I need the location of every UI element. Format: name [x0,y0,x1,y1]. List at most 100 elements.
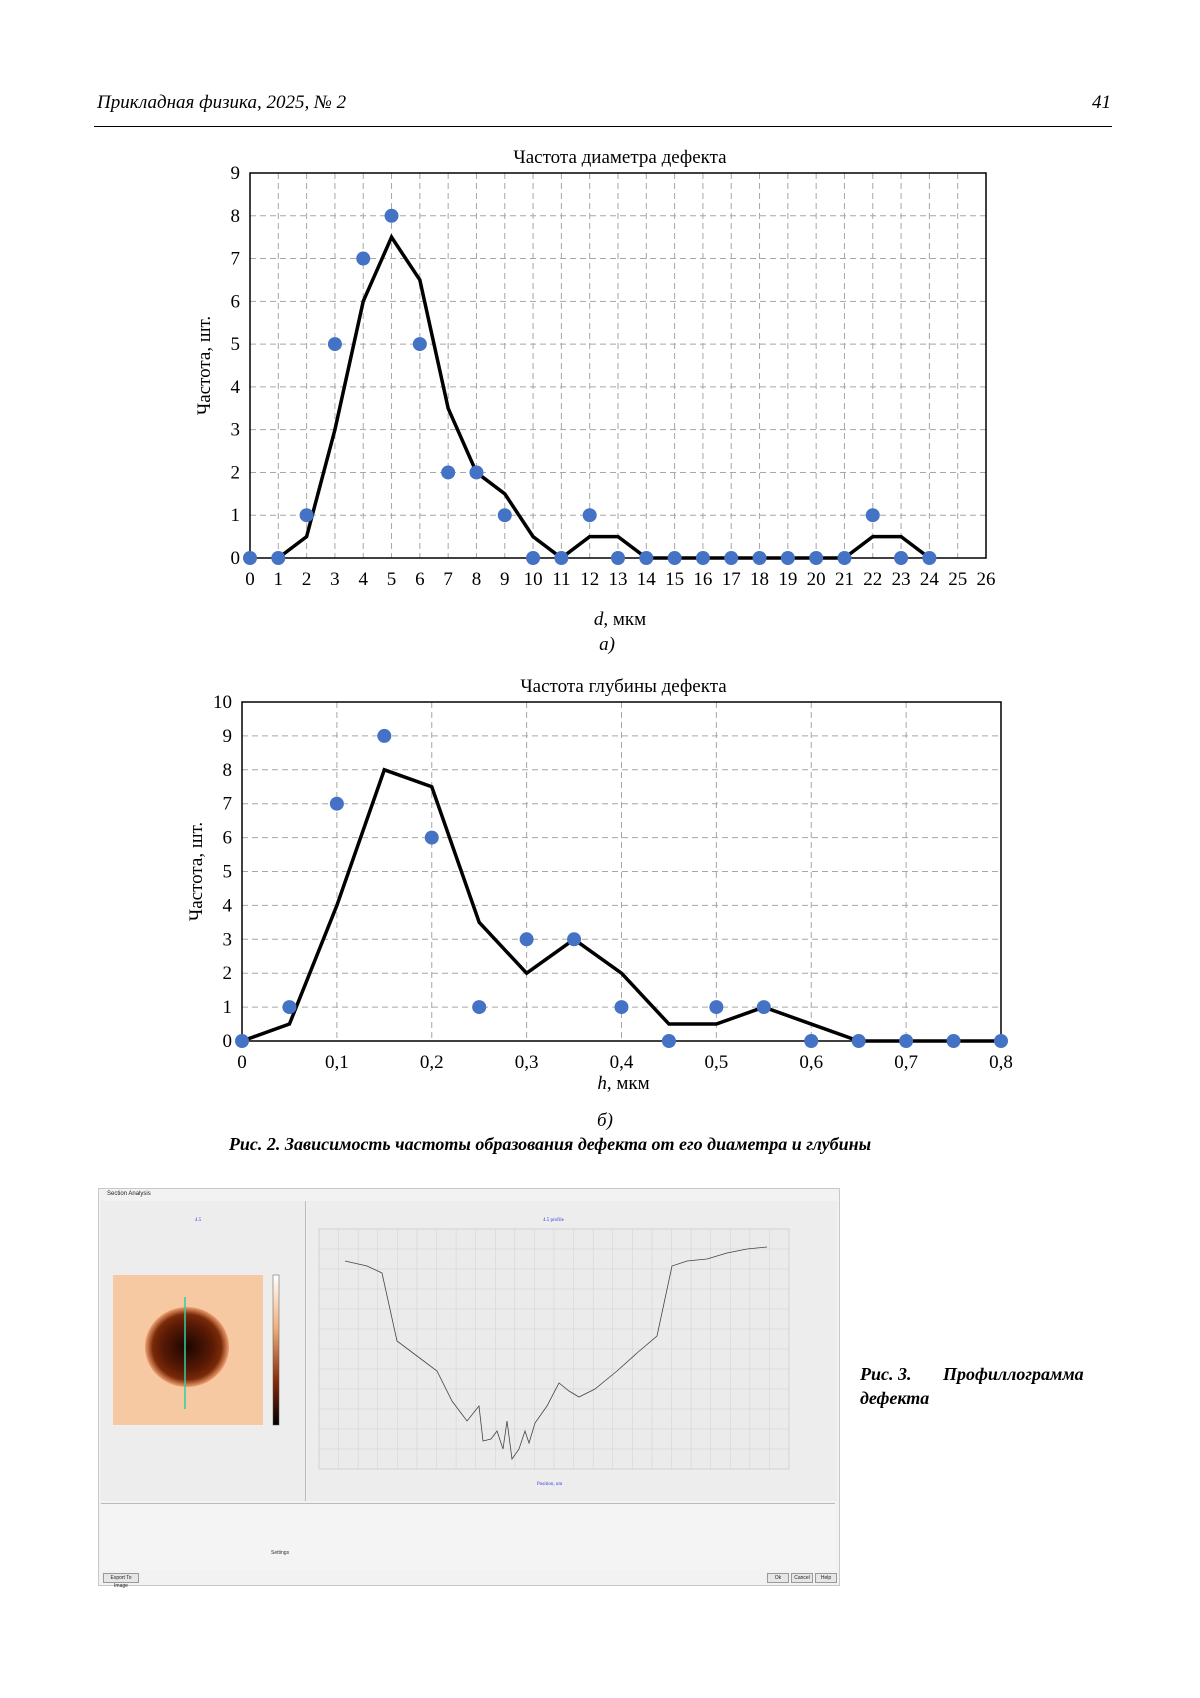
export-image-button[interactable]: Export To Image [103,1573,139,1589]
plot-frame [241,701,1002,1042]
y-tick-label: 6 [223,828,233,849]
x-tick-label: 16 [693,569,712,590]
x-tick-label: 3 [330,569,340,590]
data-point [639,551,654,565]
window-title: Section Analysis [107,1191,151,1197]
x-tick-label: 0,1 [325,1052,349,1073]
data-point [567,932,582,947]
profile-pane: 4.5 profile Position, um [307,1201,837,1501]
x-tick-label: 17 [722,569,741,590]
figure-2-caption: Рис. 2. Зависимость частоты образования … [228,1134,872,1154]
x-tick-label: 22 [863,569,882,590]
data-point [780,551,795,565]
help-button[interactable]: Help [815,1573,837,1583]
fig3-caption-word: Профиллограмма [943,1364,1084,1384]
y-tick-label: 9 [223,726,233,747]
data-point [614,1000,629,1015]
y-tick-label: 3 [223,929,233,950]
y-tick-label: 9 [231,163,241,184]
data-point [329,796,344,811]
profile-plot: 4.5 profile Position, um [318,1218,790,1487]
x-axis-label: h, мкм [597,1073,649,1094]
fig3-caption-label: Рис. 3. [860,1364,912,1384]
x-tick-label: 0,2 [420,1052,444,1073]
y-tick-label: 5 [223,862,233,883]
data-point [865,508,880,523]
x-tick-label: 0,4 [610,1052,634,1073]
data-point [282,1000,297,1015]
x-tick-label: 2 [302,569,312,590]
data-point [899,1034,914,1048]
y-tick-label: 10 [213,692,232,713]
settings-label: Settings [271,1550,290,1556]
y-tick-label: 2 [231,462,241,483]
x-tick-label: 19 [778,569,797,590]
data-point [554,551,569,565]
page-number: 41 [1092,92,1111,113]
fig3-caption-word2: дефекта [860,1388,930,1408]
x-tick-label: 23 [892,569,911,590]
figure-3-caption: Рис. 3. Профиллограмма дефекта [860,1362,1118,1410]
defect-pit [145,1307,229,1387]
data-point [424,830,439,845]
cancel-button[interactable]: Cancel [791,1573,813,1583]
x-tick-label: 26 [977,569,996,590]
chart-depth-frequency: 0 0,1 0,2 0,3 0,4 0,5 0,6 0,7 0,8 0 1 2 3 4 5 6 7 8 9 10 Час… [186,676,1013,1094]
data-point [412,337,427,352]
x-tick-label: 21 [835,569,854,590]
data-point [384,208,399,223]
data-point [526,551,541,565]
x-tick-label: 14 [637,569,657,590]
x-tick-label: 20 [807,569,826,590]
data-point [752,551,767,565]
x-tick-label: 5 [387,569,397,590]
y-tick-label: 4 [223,895,233,916]
y-axis-label: Частота, шт. [194,316,215,415]
data-point [271,551,286,565]
data-point [235,1034,249,1048]
x-tick-label: 0,7 [894,1052,918,1073]
data-point [299,508,314,523]
data-point [809,551,824,565]
header-rule [94,126,1112,127]
x-tick-label: 0,5 [705,1052,729,1073]
x-tick-label: 6 [415,569,425,590]
x-tick-label: 24 [920,569,940,590]
left-pane-title: 4.5 [195,1218,202,1223]
x-tick-label: 18 [750,569,769,590]
journal-header: Прикладная физика, 2025, № 2 [97,92,347,113]
data-point [946,1034,961,1048]
x-tick-label: 15 [665,569,684,590]
image-pane: 4.5 [101,1201,306,1501]
colorbar [272,1274,280,1426]
sublabel-b: б) [597,1110,613,1131]
data-point [994,1034,1008,1048]
y-tick-label: 0 [231,548,241,569]
data-point [472,1000,487,1015]
x-tick-label: 0,6 [799,1052,823,1073]
chart-diameter-frequency: 0 1 2 3 4 5 6 7 8 9 10 11 12 13 14 15 16 17 18 19 20 21 22 23 24… [194,147,996,630]
data-point [837,551,852,565]
x-tick-label: 1 [274,569,284,590]
ok-button[interactable]: Ok [767,1573,789,1583]
data-point [356,251,371,266]
data-point [667,551,682,565]
measurement-panel: Settings [101,1503,835,1570]
data-point [377,728,392,743]
profile-title: 4.5 profile [543,1218,565,1223]
data-point [661,1034,676,1048]
data-point [922,551,937,565]
data-point [894,551,909,565]
x-tick-label: 0,3 [515,1052,539,1073]
data-point [804,1034,819,1048]
x-tick-label: 0,8 [989,1052,1013,1073]
x-tick-label: 0 [245,569,255,590]
y-tick-label: 0 [223,1031,233,1052]
x-tick-label: 25 [948,569,967,590]
y-tick-label: 5 [231,334,241,355]
data-point [851,1034,866,1048]
y-tick-label: 8 [231,206,241,227]
y-axis-label: Частота, шт. [186,822,207,921]
data-point [327,337,342,352]
x-tick-label: 11 [552,569,570,590]
